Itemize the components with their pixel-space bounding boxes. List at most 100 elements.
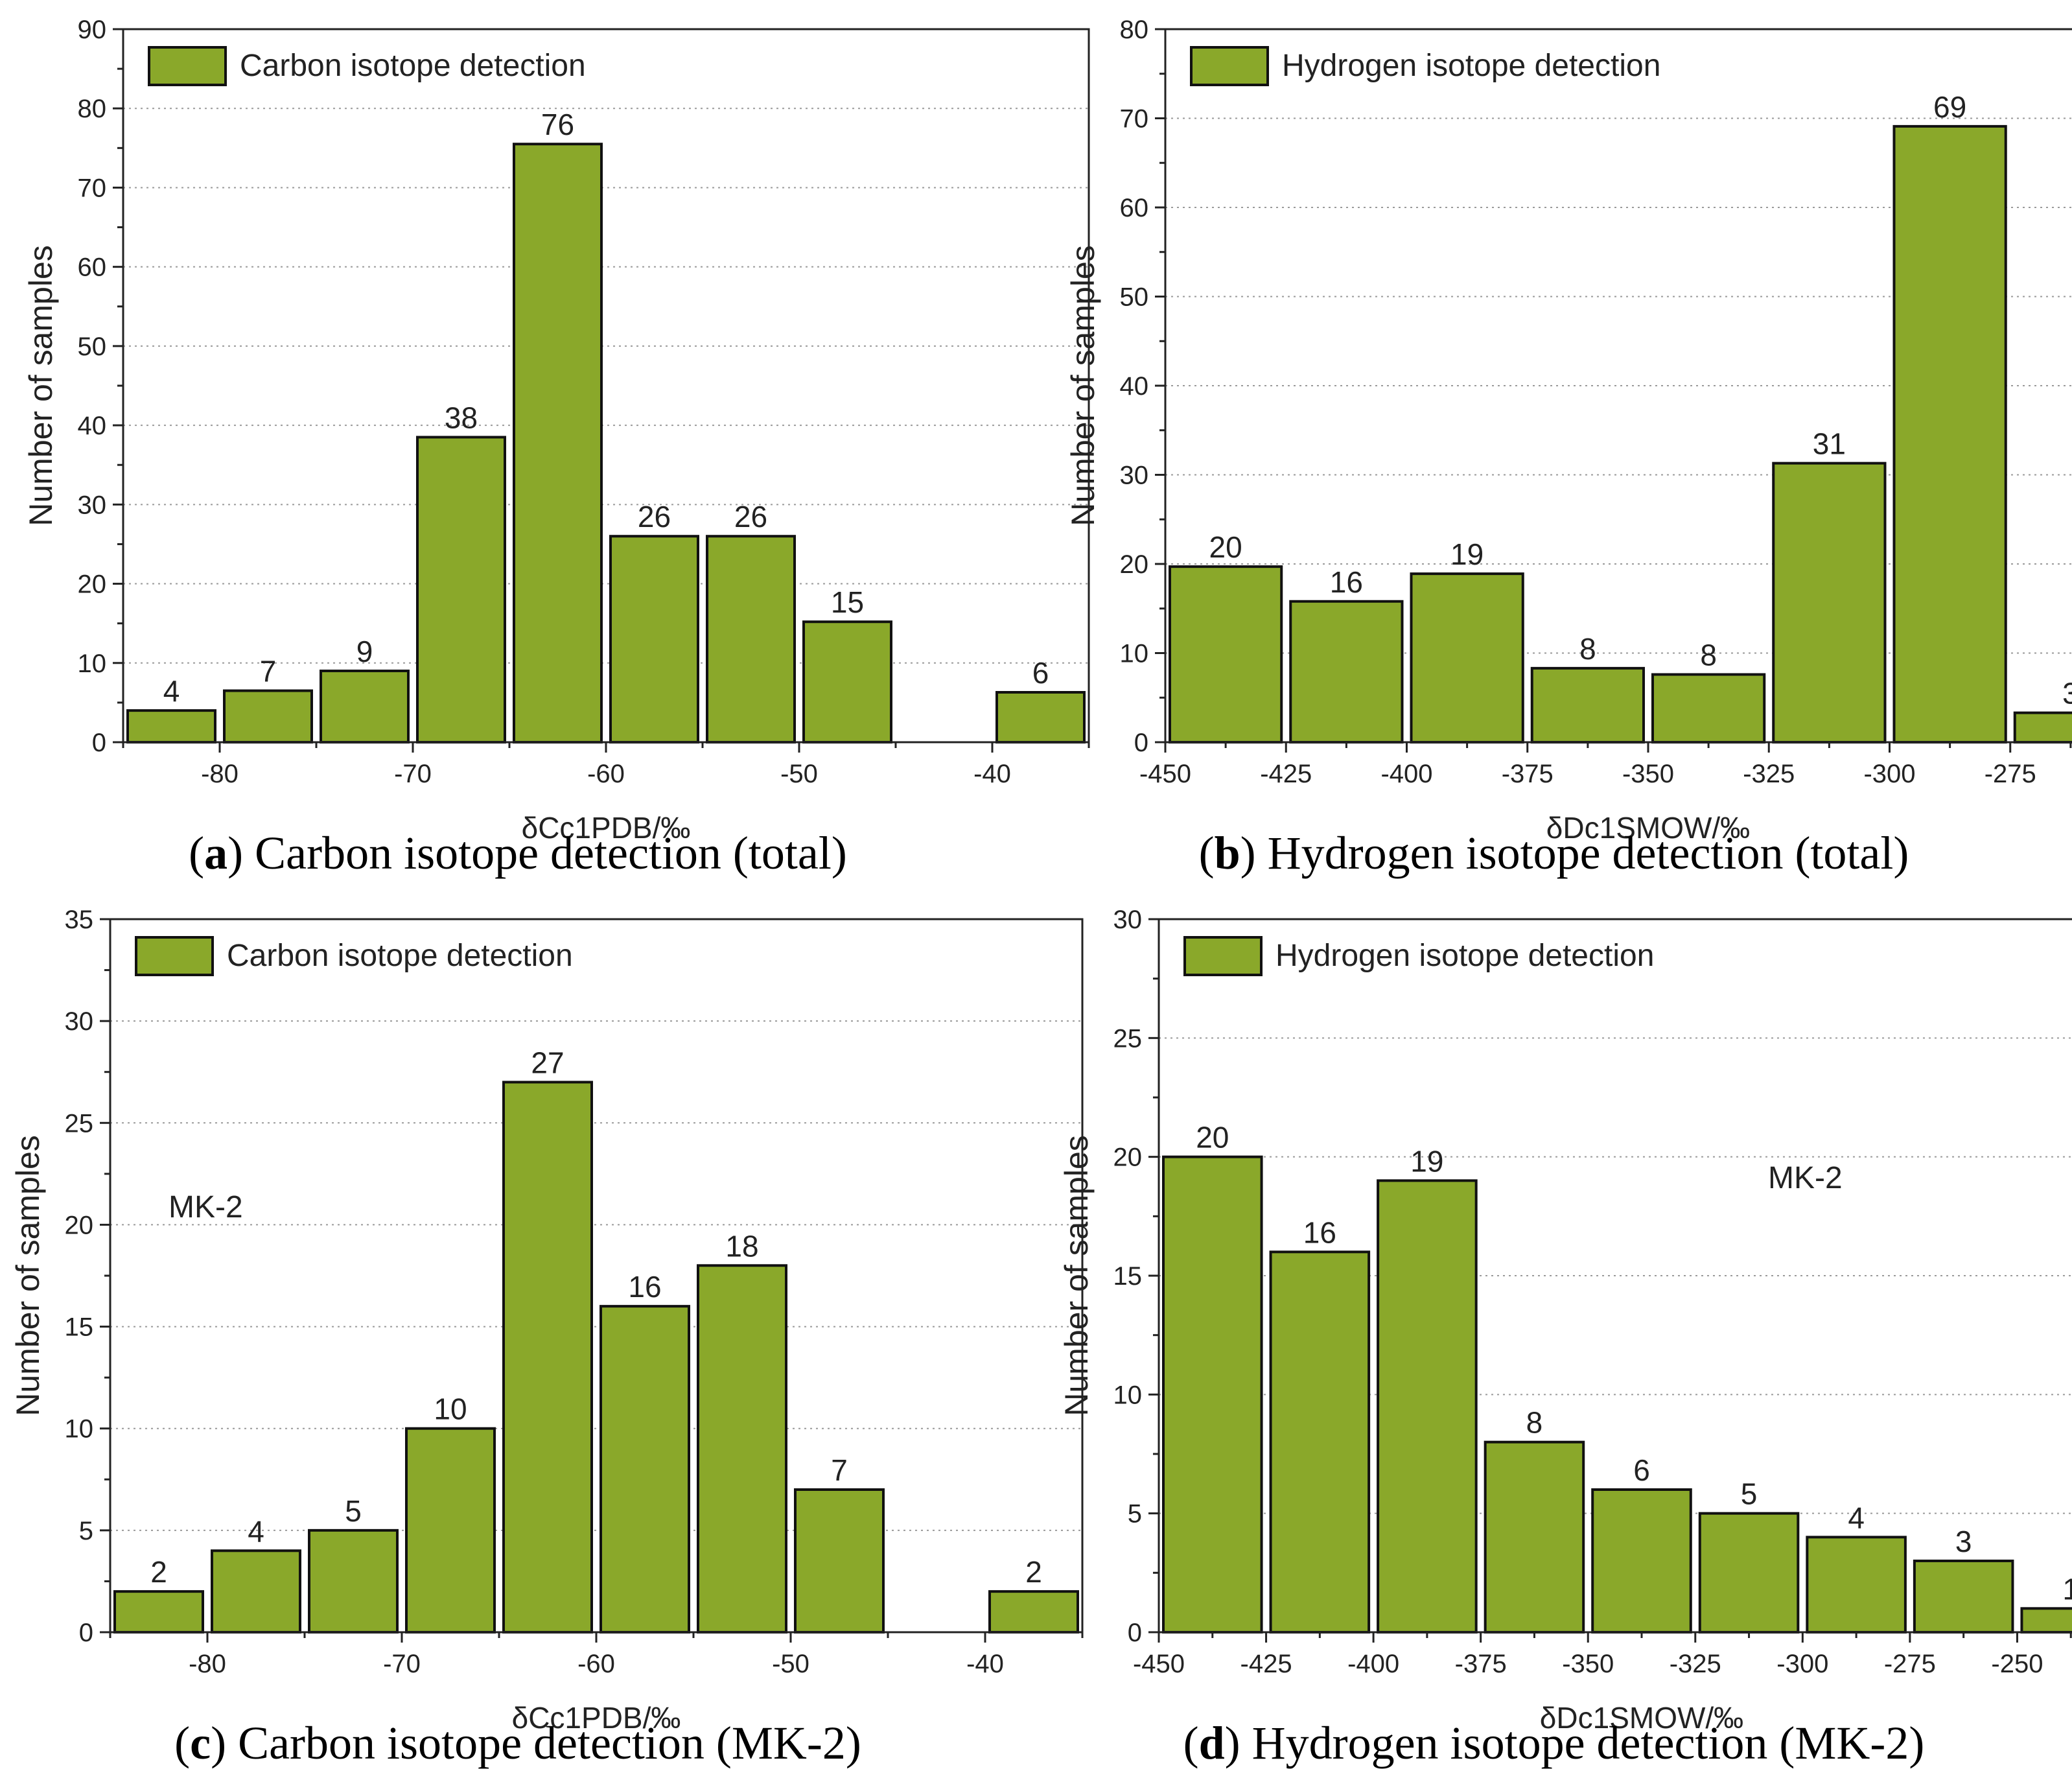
y-tick-label: 15 bbox=[1113, 1262, 1143, 1291]
data-label: 3 bbox=[2062, 677, 2072, 710]
data-label: 2 bbox=[150, 1555, 167, 1589]
x-tick-label: -275 bbox=[1985, 760, 2036, 788]
legend-swatch bbox=[148, 46, 227, 86]
data-label: 6 bbox=[1633, 1453, 1650, 1487]
y-tick-label: 30 bbox=[1120, 462, 1149, 490]
y-tick-label: 80 bbox=[78, 95, 107, 123]
data-label: 4 bbox=[248, 1514, 264, 1548]
bar bbox=[1892, 124, 2007, 744]
y-tick-label: 70 bbox=[1120, 105, 1149, 134]
chart-panel-c: 2 4 5 10 27 16 18 7 2 0 5 10 15 20 25 30 35 -80 -70 -60 -50-… bbox=[0, 890, 1084, 1780]
y-tick-label: 25 bbox=[1113, 1024, 1143, 1053]
bar bbox=[113, 1590, 204, 1634]
y-tick-label: 35 bbox=[65, 906, 94, 934]
y-tick-label: 5 bbox=[79, 1517, 93, 1545]
data-label: 26 bbox=[638, 500, 671, 533]
mk2-annotation: MK-2 bbox=[1768, 1161, 1843, 1195]
data-label: 6 bbox=[1032, 656, 1049, 690]
y-tick-label: 0 bbox=[1128, 1619, 1142, 1647]
chart-panel-a: 4 7 9 38 76 26 26 15 6 0 10 20 30 40 50 60 70 80 90 -80 -70-… bbox=[0, 0, 1090, 890]
y-tick-label: 60 bbox=[1120, 194, 1149, 222]
y-tick-label: 30 bbox=[78, 491, 107, 519]
bar bbox=[1651, 673, 1766, 744]
legend: Hydrogen isotope detection bbox=[1183, 936, 1654, 976]
data-label: 69 bbox=[1933, 90, 1966, 124]
y-tick-label: 30 bbox=[65, 1007, 94, 1036]
y-tick-label: 10 bbox=[65, 1415, 94, 1444]
x-tick-label: -450 bbox=[1139, 760, 1191, 788]
legend-swatch bbox=[1190, 46, 1269, 86]
x-tick-label: -275 bbox=[1884, 1650, 1936, 1678]
chart-panel-b: 20 16 19 8 8 31 69 3 0 10 20 30 40 50 60 70 80 -450 -425 -4… bbox=[1036, 0, 2072, 890]
bar bbox=[405, 1427, 496, 1634]
data-label: 3 bbox=[1955, 1525, 1972, 1558]
caption-b-letter: b bbox=[1214, 827, 1240, 879]
bar bbox=[1377, 1179, 1478, 1634]
x-tick-label: -400 bbox=[1347, 1650, 1399, 1678]
x-tick-label: -250 bbox=[1991, 1650, 2043, 1678]
data-label: 8 bbox=[1526, 1406, 1543, 1440]
x-axis-label: δDc1SMOW/‰ bbox=[1546, 811, 1750, 845]
data-label: 15 bbox=[831, 585, 864, 619]
data-label: 9 bbox=[356, 635, 373, 668]
bar bbox=[502, 1081, 593, 1634]
y-tick-label: 70 bbox=[78, 174, 107, 202]
data-label: 2 bbox=[1025, 1555, 1042, 1589]
bar bbox=[1530, 666, 1645, 744]
x-tick-label: -50 bbox=[780, 760, 818, 788]
data-label: 16 bbox=[1330, 565, 1363, 599]
y-tick-label: 30 bbox=[1113, 906, 1143, 934]
y-tick-label: 0 bbox=[1134, 729, 1148, 757]
bar bbox=[2020, 1607, 2072, 1634]
caption-a: (a) Carbon isotope detection (total) bbox=[189, 827, 847, 879]
y-tick-label: 10 bbox=[78, 650, 107, 678]
bar bbox=[1169, 565, 1283, 744]
caption-c: (c) Carbon isotope detection (MK-2) bbox=[174, 1717, 861, 1769]
y-tick-label: 20 bbox=[65, 1211, 94, 1239]
x-axis-label: δCc1PDB/‰ bbox=[522, 811, 691, 845]
legend: Carbon isotope detection bbox=[148, 46, 586, 86]
bar bbox=[1484, 1440, 1585, 1634]
plot-frame bbox=[122, 28, 1090, 744]
x-tick-label: -70 bbox=[394, 760, 432, 788]
bar bbox=[2013, 711, 2072, 744]
x-tick-label: -300 bbox=[1776, 1650, 1828, 1678]
legend-label: Hydrogen isotope detection bbox=[1282, 49, 1660, 83]
x-tick-label: -425 bbox=[1240, 1650, 1292, 1678]
caption-b-text: Hydrogen isotope detection (total) bbox=[1267, 827, 1909, 879]
bar bbox=[416, 436, 506, 744]
bar bbox=[609, 535, 699, 744]
caption-d-letter: d bbox=[1198, 1717, 1225, 1769]
bar bbox=[1806, 1536, 1907, 1634]
bar bbox=[513, 143, 603, 744]
data-label: 20 bbox=[1209, 530, 1242, 564]
bar bbox=[599, 1305, 690, 1634]
data-label: 27 bbox=[531, 1046, 564, 1079]
x-tick-label: -375 bbox=[1455, 1650, 1507, 1678]
legend-swatch bbox=[135, 936, 214, 976]
legend-swatch bbox=[1183, 936, 1263, 976]
caption-c-text: Carbon isotope detection (MK-2) bbox=[238, 1717, 861, 1769]
data-label: 18 bbox=[725, 1229, 758, 1263]
bar bbox=[126, 709, 216, 744]
x-tick-label: -60 bbox=[577, 1650, 615, 1678]
data-label: 19 bbox=[1450, 537, 1484, 571]
bar bbox=[1289, 600, 1404, 744]
y-axis-label: Number of samples bbox=[1058, 1135, 1095, 1416]
mk2-annotation: MK-2 bbox=[169, 1190, 243, 1224]
data-label: 10 bbox=[434, 1392, 467, 1426]
data-label: 31 bbox=[1813, 427, 1846, 461]
data-label: 5 bbox=[1741, 1477, 1758, 1511]
x-tick-label: -40 bbox=[966, 1650, 1004, 1678]
data-label: 19 bbox=[1410, 1144, 1443, 1178]
y-tick-label: 20 bbox=[1113, 1143, 1143, 1172]
data-label: 4 bbox=[1848, 1501, 1865, 1534]
bar bbox=[320, 670, 410, 744]
bar bbox=[1772, 462, 1887, 744]
bar bbox=[697, 1264, 787, 1634]
x-tick-label: -80 bbox=[201, 760, 239, 788]
bar bbox=[1269, 1250, 1371, 1634]
y-tick-label: 15 bbox=[65, 1313, 94, 1342]
x-tick-label: -70 bbox=[383, 1650, 421, 1678]
